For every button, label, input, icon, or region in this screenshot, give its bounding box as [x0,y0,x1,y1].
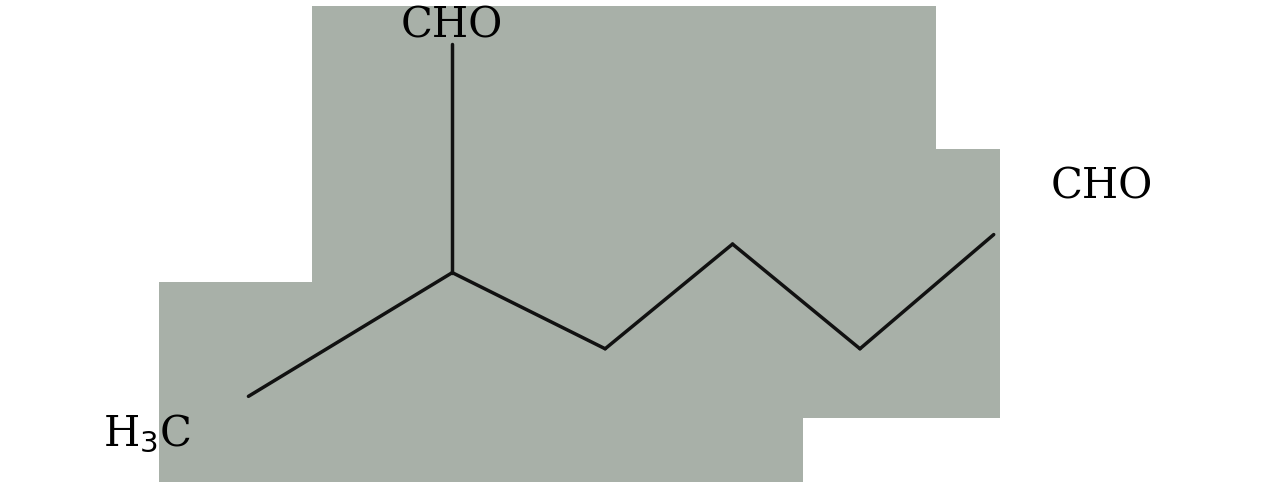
Bar [637,149,1000,418]
Bar [312,6,936,292]
Bar [159,282,803,482]
Text: CHO: CHO [1051,166,1153,208]
Text: CHO: CHO [401,4,503,46]
Text: H$_3$C: H$_3$C [103,414,190,455]
